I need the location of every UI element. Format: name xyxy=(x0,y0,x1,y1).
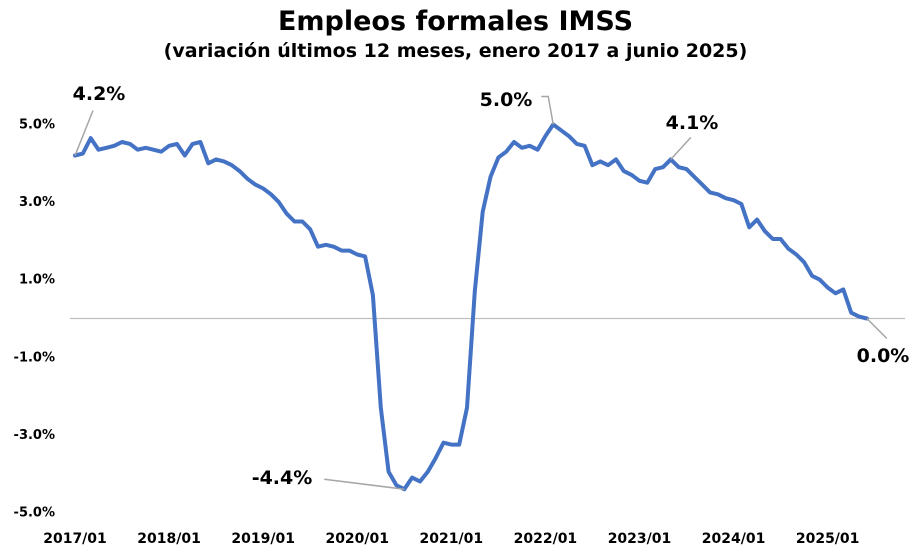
x-tick-label: 2019/01 xyxy=(231,531,295,547)
x-tick-label: 2018/01 xyxy=(137,531,201,547)
x-tick-label: 2025/01 xyxy=(796,531,860,547)
y-tick-label: -5.0% xyxy=(14,506,55,521)
x-tick-label: 2017/01 xyxy=(43,531,107,547)
chart-subtitle: (variación últimos 12 meses, enero 2017 … xyxy=(163,40,748,62)
y-axis-ticks: 5.0% 3.0% 1.0% -1.0% -3.0% -5.0% xyxy=(14,118,55,521)
x-tick-label: 2020/01 xyxy=(325,531,389,547)
y-tick-label: 3.0% xyxy=(19,195,55,210)
y-tick-label: 5.0% xyxy=(19,118,55,133)
y-tick-label: -3.0% xyxy=(14,428,55,443)
y-tick-label: -1.0% xyxy=(14,350,55,365)
y-tick-label: 1.0% xyxy=(19,273,55,288)
data-label: -4.4% xyxy=(252,467,313,489)
data-label: 4.1% xyxy=(666,112,719,134)
data-label: 5.0% xyxy=(480,89,533,111)
annotation-leader xyxy=(670,136,692,160)
annotation-leader xyxy=(74,110,94,156)
annotation-leader xyxy=(866,317,888,340)
series-line xyxy=(73,122,869,492)
data-label: 0.0% xyxy=(857,345,910,367)
x-axis-ticks: 2017/01 2018/01 2019/01 2020/01 2021/01 2022/… xyxy=(43,531,859,547)
chart-title: Empleos formales IMSS xyxy=(277,6,634,37)
x-tick-label: 2022/01 xyxy=(514,531,578,547)
x-tick-label: 2023/01 xyxy=(608,531,672,547)
data-label: 4.2% xyxy=(73,83,126,105)
series-polyline xyxy=(73,122,869,492)
annotation-leader xyxy=(541,95,554,125)
data-annotations: 4.2% -4.4% 5.0% 4.1% 0.0% xyxy=(73,83,910,490)
annotation-leader xyxy=(324,478,405,490)
x-tick-label: 2021/01 xyxy=(420,531,484,547)
x-tick-label: 2024/01 xyxy=(702,531,766,547)
